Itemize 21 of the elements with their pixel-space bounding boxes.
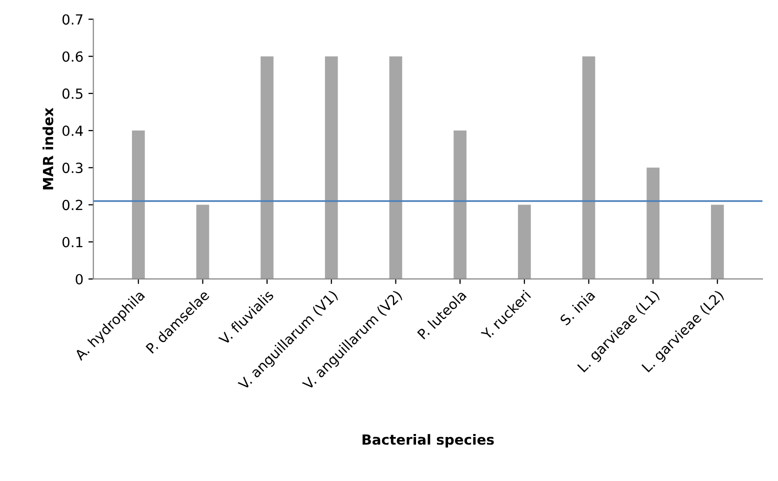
y-tick-label: 0.2 xyxy=(62,200,82,210)
x-axis-title: Bacterial species xyxy=(362,434,494,448)
bar xyxy=(324,56,338,279)
y-axis-title: MAR index xyxy=(42,108,54,190)
bar xyxy=(389,56,402,279)
bar xyxy=(646,168,660,279)
bar xyxy=(582,56,596,279)
y-tick-label: 0.7 xyxy=(62,14,82,25)
bar xyxy=(454,130,466,279)
y-tick-label: 0.6 xyxy=(62,51,83,62)
y-tick-label: 0 xyxy=(76,274,83,284)
y-tick-label: 0.1 xyxy=(62,236,82,248)
bar xyxy=(196,204,210,279)
bar xyxy=(710,204,724,279)
y-tick-label: 0.4 xyxy=(62,126,83,136)
bar xyxy=(518,204,531,279)
y-tick-label: 0.3 xyxy=(62,162,83,174)
y-tick-label: 0.5 xyxy=(62,88,82,99)
x-tick-label: S. inia xyxy=(559,290,596,326)
bar xyxy=(132,130,145,279)
bar xyxy=(260,56,274,279)
